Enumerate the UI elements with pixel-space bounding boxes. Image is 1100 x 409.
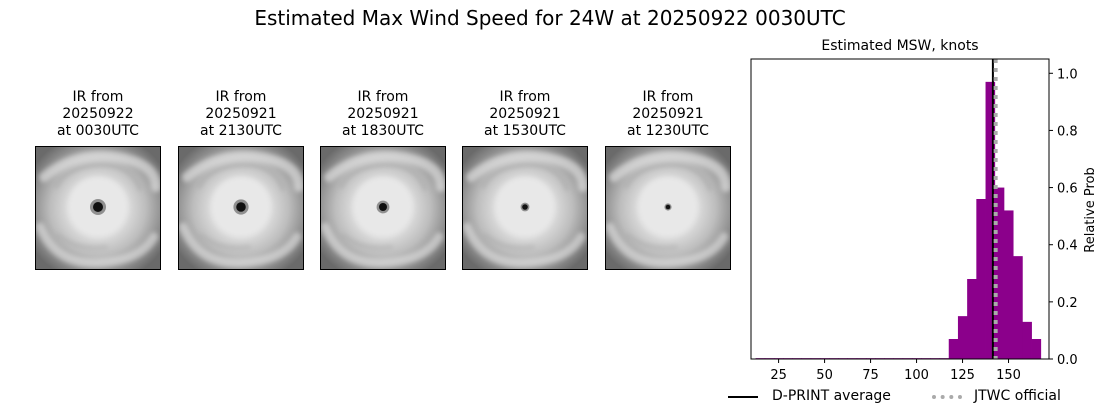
ir-satellite-image [178, 146, 304, 270]
x-axis: 25 50 75 100 125 150 [770, 359, 1021, 383]
y-tick-label: 0.6 [1057, 182, 1078, 197]
x-tick-label: 150 [996, 368, 1021, 383]
dprint-legend-label: D-PRINT average [772, 388, 891, 404]
y-tick-label: 1.0 [1057, 67, 1078, 82]
ir-satellite-image [462, 146, 588, 270]
ir-caption-line: IR from [642, 89, 694, 105]
histogram-bar [1022, 321, 1032, 359]
chart-title: Estimated MSW, knots [821, 38, 978, 54]
ir-panel-caption: IR from 20250922 at 0030UTC [15, 89, 181, 140]
ir-panel-caption: IR from 20250921 at 1830UTC [300, 89, 466, 140]
ir-caption-date: 20250921 [205, 106, 277, 122]
ir-caption-line: IR from [215, 89, 267, 105]
histogram-bar [976, 199, 986, 359]
x-tick-label: 25 [770, 368, 787, 383]
y-tick-label: 0.8 [1057, 124, 1078, 139]
msw-histogram-chart: Estimated MSW, knots 25 50 75 100 125 150 0.0… [750, 38, 1098, 383]
y-axis-label: Relative Prob [1083, 167, 1098, 252]
ir-caption-date: 20250921 [632, 106, 704, 122]
histogram-bars [755, 81, 1042, 360]
ir-caption-time: at 2130UTC [200, 123, 282, 139]
histogram-bar [1013, 256, 1023, 359]
ir-panel-caption: IR from 20250921 at 1530UTC [442, 89, 608, 140]
x-tick-label: 50 [816, 368, 833, 383]
y-tick-label: 0.0 [1057, 353, 1078, 368]
ir-panel-caption: IR from 20250921 at 1230UTC [585, 89, 751, 140]
ir-caption-line: IR from [72, 89, 124, 105]
ir-caption-line: IR from [499, 89, 551, 105]
x-tick-label: 125 [950, 368, 975, 383]
ir-caption-time: at 1830UTC [342, 123, 424, 139]
histogram-bar [985, 81, 996, 360]
histogram-bar [967, 279, 977, 359]
x-tick-label: 100 [904, 368, 929, 383]
histogram-bar [1031, 339, 1042, 359]
chart-legend: D-PRINT average JTWC official [728, 386, 1088, 406]
ir-caption-time: at 1230UTC [627, 123, 709, 139]
plot-frame [750, 58, 1050, 360]
jtwc-legend-swatch [932, 395, 962, 399]
y-axis-right: 0.0 0.2 0.4 0.6 0.8 1.0 [1049, 67, 1078, 368]
histogram-bar [994, 187, 1005, 359]
ir-satellite-image [320, 146, 446, 270]
y-tick-label: 0.4 [1057, 239, 1078, 254]
ir-panel-caption: IR from 20250921 at 2130UTC [158, 89, 324, 140]
ir-satellite-image [605, 146, 731, 270]
figure-title: Estimated Max Wind Speed for 24W at 2025… [254, 6, 846, 30]
histogram-bar [957, 316, 968, 359]
x-tick-label: 75 [862, 368, 879, 383]
jtwc-legend-label: JTWC official [974, 388, 1061, 404]
ir-caption-date: 20250922 [62, 106, 134, 122]
ir-caption-time: at 1530UTC [484, 123, 566, 139]
dprint-legend-swatch [728, 396, 758, 398]
ir-satellite-image [35, 146, 161, 270]
ir-caption-date: 20250921 [347, 106, 419, 122]
histogram-bar [1003, 210, 1014, 359]
histogram-bar [948, 339, 959, 359]
reference-lines [991, 59, 998, 359]
ir-caption-date: 20250921 [489, 106, 561, 122]
y-tick-label: 0.2 [1057, 296, 1078, 311]
ir-caption-line: IR from [357, 89, 409, 105]
ir-caption-time: at 0030UTC [57, 123, 139, 139]
